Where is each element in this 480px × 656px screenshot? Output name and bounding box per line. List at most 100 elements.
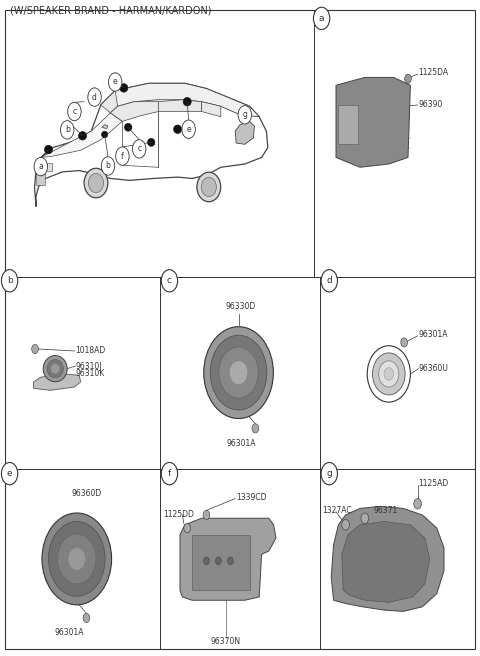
- Text: c: c: [137, 144, 141, 154]
- Bar: [338, 105, 358, 144]
- Text: f: f: [168, 469, 171, 478]
- Polygon shape: [180, 518, 276, 600]
- Polygon shape: [34, 374, 81, 390]
- Circle shape: [108, 73, 122, 91]
- Polygon shape: [331, 506, 444, 611]
- Text: e: e: [113, 77, 118, 87]
- Text: 1125DA: 1125DA: [419, 68, 449, 77]
- Ellipse shape: [79, 131, 86, 140]
- Ellipse shape: [101, 131, 108, 138]
- Ellipse shape: [210, 335, 267, 410]
- Text: 96370N: 96370N: [211, 637, 240, 646]
- Circle shape: [161, 270, 178, 292]
- Ellipse shape: [201, 177, 216, 197]
- Circle shape: [401, 338, 408, 347]
- Circle shape: [32, 344, 38, 354]
- Text: 1018AD: 1018AD: [75, 346, 106, 356]
- Ellipse shape: [48, 522, 105, 596]
- Text: a: a: [319, 14, 324, 23]
- Bar: [38, 163, 52, 171]
- Ellipse shape: [147, 138, 155, 146]
- Polygon shape: [235, 121, 254, 144]
- Text: e: e: [186, 125, 191, 134]
- Ellipse shape: [367, 346, 410, 402]
- Circle shape: [101, 157, 115, 175]
- Circle shape: [361, 513, 369, 523]
- Polygon shape: [336, 77, 410, 167]
- Circle shape: [132, 140, 146, 158]
- Ellipse shape: [43, 356, 67, 382]
- Polygon shape: [101, 91, 118, 113]
- Text: 1125DD: 1125DD: [163, 510, 194, 520]
- Circle shape: [161, 462, 178, 485]
- Ellipse shape: [229, 361, 248, 384]
- Circle shape: [405, 74, 411, 83]
- Ellipse shape: [47, 359, 63, 378]
- Circle shape: [60, 121, 74, 139]
- Polygon shape: [102, 125, 108, 129]
- Text: d: d: [92, 92, 97, 102]
- Text: 96371: 96371: [373, 506, 398, 515]
- Text: 96310K: 96310K: [75, 369, 105, 379]
- Text: f: f: [121, 152, 124, 161]
- Text: 96301A: 96301A: [55, 628, 84, 637]
- Circle shape: [203, 510, 210, 520]
- Text: g: g: [242, 110, 247, 119]
- Ellipse shape: [58, 534, 96, 584]
- Ellipse shape: [84, 168, 108, 198]
- Circle shape: [184, 523, 191, 533]
- Circle shape: [228, 557, 233, 565]
- Text: c: c: [72, 107, 76, 116]
- Ellipse shape: [42, 513, 111, 605]
- Circle shape: [88, 88, 101, 106]
- Polygon shape: [202, 102, 221, 117]
- Circle shape: [182, 120, 195, 138]
- Text: 1125AD: 1125AD: [419, 479, 449, 488]
- Ellipse shape: [68, 548, 85, 570]
- Polygon shape: [110, 102, 158, 121]
- Circle shape: [83, 613, 90, 623]
- Ellipse shape: [88, 173, 104, 193]
- Polygon shape: [41, 113, 122, 157]
- Circle shape: [216, 557, 221, 565]
- Ellipse shape: [384, 367, 394, 380]
- Text: (W/SPEAKER BRAND - HARMAN/KARDON): (W/SPEAKER BRAND - HARMAN/KARDON): [10, 5, 211, 15]
- Ellipse shape: [51, 363, 60, 374]
- Circle shape: [116, 147, 129, 165]
- Bar: [192, 535, 250, 590]
- Text: 1327AC: 1327AC: [323, 506, 352, 515]
- Text: d: d: [326, 276, 332, 285]
- Text: b: b: [106, 161, 110, 171]
- Circle shape: [414, 499, 421, 509]
- Ellipse shape: [183, 98, 191, 106]
- Text: 96330D: 96330D: [226, 302, 256, 311]
- Ellipse shape: [372, 353, 405, 395]
- Circle shape: [1, 270, 18, 292]
- Text: 96360U: 96360U: [419, 364, 448, 373]
- Ellipse shape: [204, 327, 274, 419]
- Circle shape: [313, 7, 330, 30]
- Ellipse shape: [45, 145, 52, 154]
- Polygon shape: [35, 83, 268, 207]
- Bar: [36, 173, 45, 185]
- Ellipse shape: [219, 347, 258, 398]
- Text: c: c: [167, 276, 172, 285]
- Circle shape: [1, 462, 18, 485]
- Polygon shape: [342, 522, 430, 602]
- Circle shape: [321, 270, 337, 292]
- Circle shape: [68, 102, 81, 121]
- Text: b: b: [7, 276, 12, 285]
- Text: g: g: [326, 469, 332, 478]
- Text: 96301A: 96301A: [419, 330, 448, 339]
- Polygon shape: [158, 100, 202, 112]
- Circle shape: [34, 157, 48, 176]
- Ellipse shape: [379, 361, 399, 387]
- Ellipse shape: [92, 91, 100, 99]
- Text: a: a: [38, 162, 43, 171]
- Polygon shape: [101, 83, 259, 117]
- Text: e: e: [7, 469, 12, 478]
- Circle shape: [321, 462, 337, 485]
- Text: 96360D: 96360D: [71, 489, 102, 498]
- Text: 96301A: 96301A: [226, 439, 256, 448]
- Text: b: b: [65, 125, 70, 134]
